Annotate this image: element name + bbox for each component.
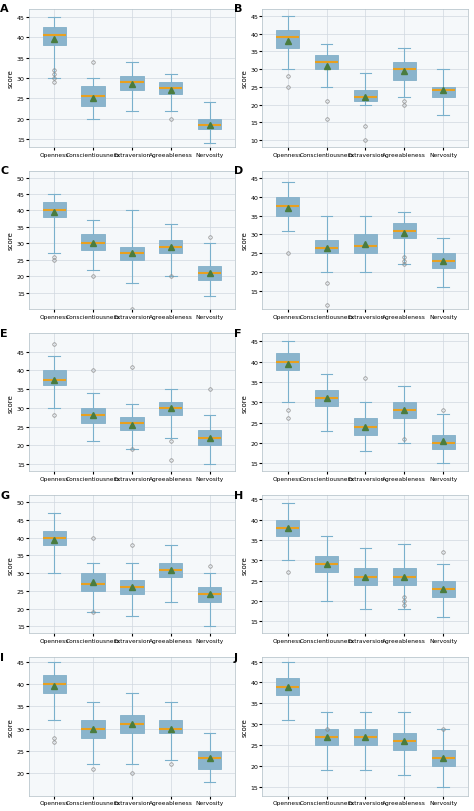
PathPatch shape: [431, 436, 455, 449]
PathPatch shape: [159, 403, 182, 416]
PathPatch shape: [198, 119, 221, 130]
Y-axis label: score: score: [8, 231, 14, 250]
Y-axis label: score: score: [242, 717, 247, 736]
Text: G: G: [0, 490, 9, 500]
Text: D: D: [234, 166, 243, 176]
PathPatch shape: [82, 408, 105, 423]
PathPatch shape: [198, 431, 221, 445]
PathPatch shape: [431, 749, 455, 766]
Y-axis label: score: score: [242, 231, 247, 250]
Y-axis label: score: score: [242, 393, 247, 412]
Y-axis label: score: score: [242, 70, 247, 88]
Y-axis label: score: score: [8, 70, 14, 88]
PathPatch shape: [392, 224, 416, 239]
Y-axis label: score: score: [8, 393, 14, 412]
PathPatch shape: [315, 56, 338, 70]
PathPatch shape: [82, 234, 105, 251]
Text: J: J: [234, 652, 237, 662]
PathPatch shape: [315, 556, 338, 573]
Text: E: E: [0, 328, 8, 338]
PathPatch shape: [276, 520, 300, 536]
PathPatch shape: [159, 720, 182, 733]
PathPatch shape: [315, 391, 338, 407]
PathPatch shape: [276, 198, 300, 217]
PathPatch shape: [82, 720, 105, 738]
PathPatch shape: [276, 31, 300, 49]
PathPatch shape: [120, 247, 144, 260]
PathPatch shape: [43, 676, 66, 693]
PathPatch shape: [315, 241, 338, 254]
PathPatch shape: [159, 83, 182, 95]
PathPatch shape: [120, 581, 144, 594]
PathPatch shape: [315, 728, 338, 745]
PathPatch shape: [392, 733, 416, 749]
PathPatch shape: [354, 728, 377, 745]
PathPatch shape: [198, 267, 221, 281]
PathPatch shape: [120, 77, 144, 91]
PathPatch shape: [431, 88, 455, 98]
PathPatch shape: [43, 28, 66, 46]
PathPatch shape: [354, 569, 377, 585]
PathPatch shape: [120, 418, 144, 431]
PathPatch shape: [431, 254, 455, 268]
PathPatch shape: [276, 679, 300, 695]
PathPatch shape: [392, 63, 416, 80]
PathPatch shape: [82, 573, 105, 591]
Text: I: I: [0, 652, 4, 662]
PathPatch shape: [198, 751, 221, 769]
Text: F: F: [234, 328, 241, 338]
PathPatch shape: [354, 419, 377, 436]
PathPatch shape: [431, 581, 455, 597]
PathPatch shape: [159, 563, 182, 577]
Text: B: B: [234, 4, 242, 15]
PathPatch shape: [43, 531, 66, 545]
Y-axis label: score: score: [8, 556, 14, 574]
PathPatch shape: [198, 588, 221, 602]
PathPatch shape: [159, 241, 182, 254]
Text: H: H: [234, 490, 243, 500]
PathPatch shape: [43, 371, 66, 386]
PathPatch shape: [43, 203, 66, 218]
PathPatch shape: [120, 715, 144, 733]
PathPatch shape: [392, 403, 416, 419]
PathPatch shape: [276, 354, 300, 371]
PathPatch shape: [82, 87, 105, 107]
PathPatch shape: [392, 569, 416, 585]
PathPatch shape: [354, 92, 377, 102]
Text: A: A: [0, 4, 9, 15]
Text: C: C: [0, 166, 8, 176]
PathPatch shape: [354, 235, 377, 254]
Y-axis label: score: score: [8, 717, 14, 736]
Y-axis label: score: score: [242, 556, 247, 574]
